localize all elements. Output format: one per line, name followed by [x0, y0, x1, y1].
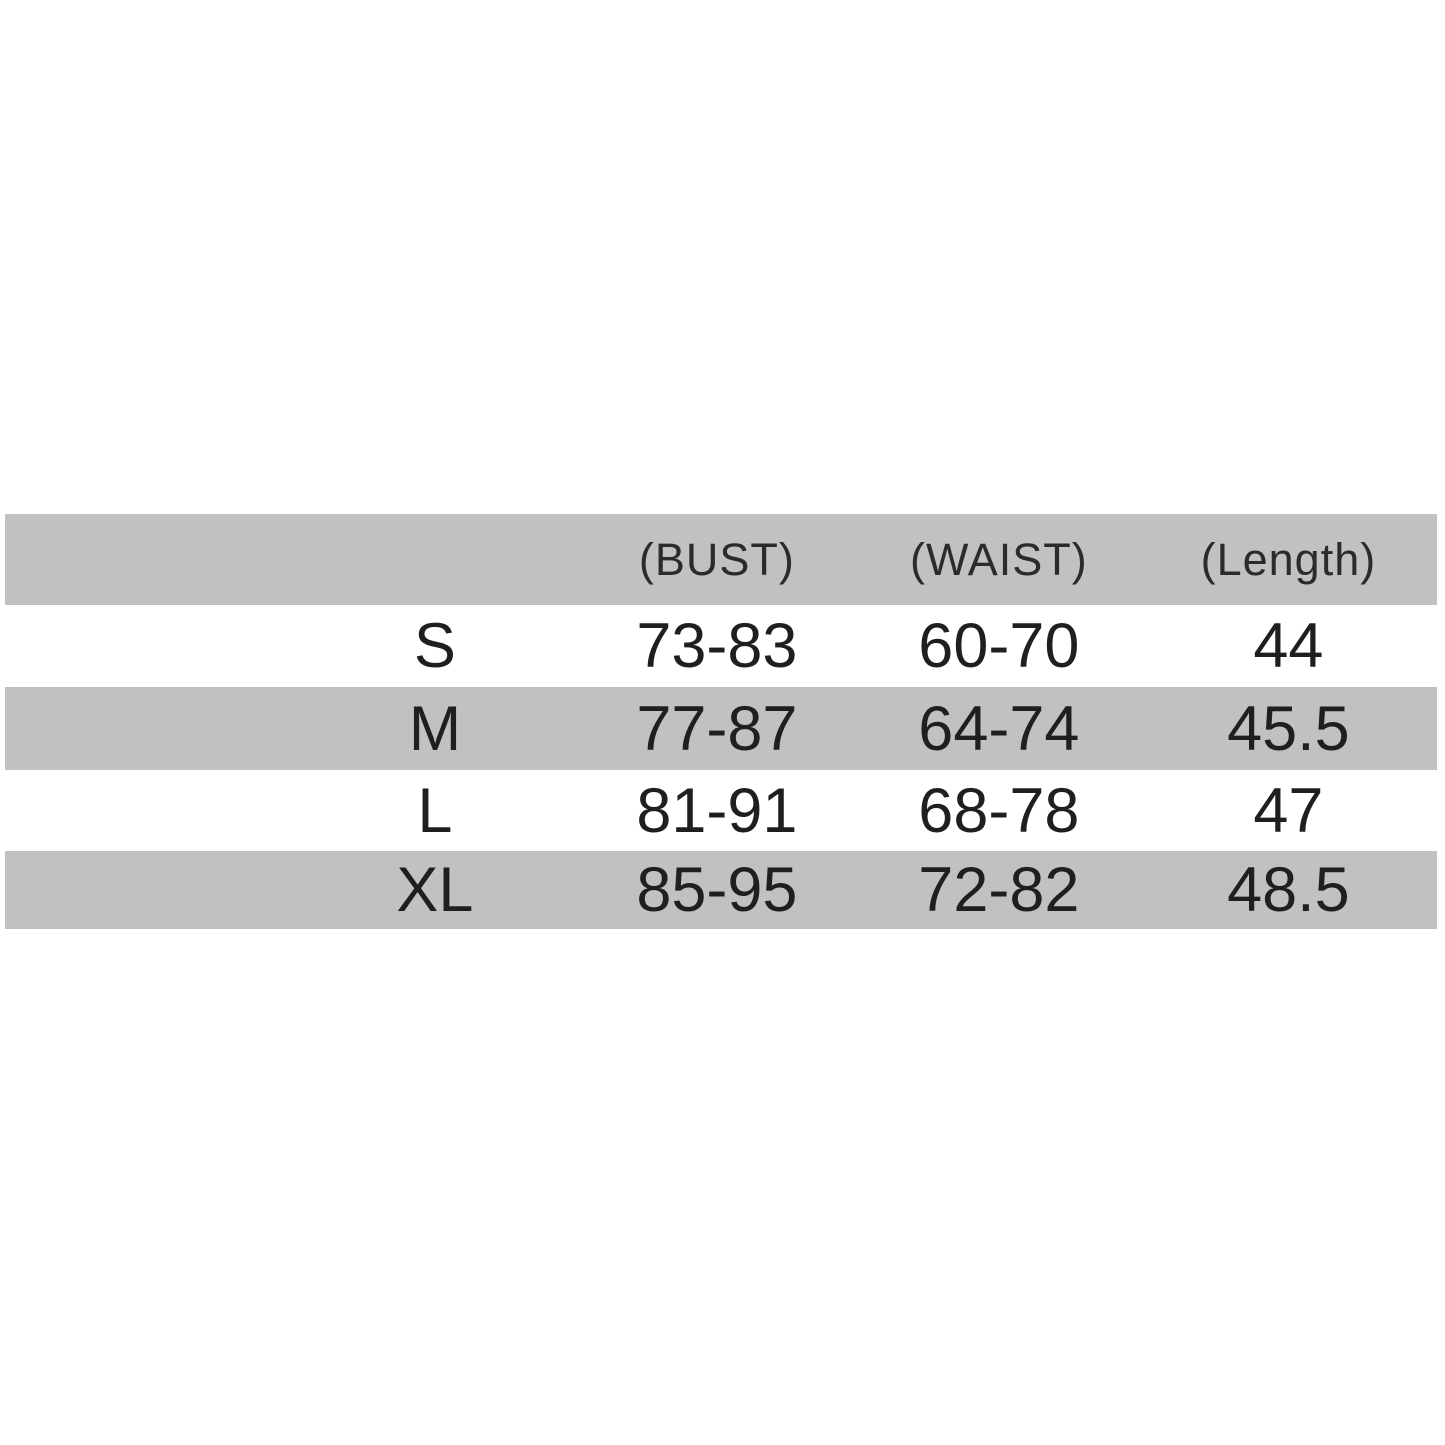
cell-bust: 81-91	[636, 775, 798, 846]
table-row: S 73-83 60-70 44	[5, 605, 1437, 687]
header-cell-bust: (BUST)	[638, 533, 795, 585]
size-label: XL	[396, 855, 474, 925]
cell-length: 47	[1253, 775, 1324, 846]
cell-length: 44	[1253, 611, 1324, 681]
table-row: XL 85-95 72-82 48.5	[5, 851, 1437, 929]
cell-bust: 73-83	[636, 611, 798, 681]
cell-length: 45.5	[1227, 693, 1350, 764]
cell-bust: 85-95	[636, 855, 798, 925]
size-label: M	[408, 693, 462, 764]
header-cell-waist: (WAIST)	[909, 533, 1088, 585]
cell-waist: 60-70	[918, 611, 1080, 681]
size-chart-table: (BUST) (WAIST) (Length) S 73-83 60-70 44…	[5, 514, 1437, 929]
size-label: L	[417, 775, 453, 846]
table-row: M 77-87 64-74 45.5	[5, 687, 1437, 770]
cell-waist: 72-82	[918, 855, 1080, 925]
cell-bust: 77-87	[636, 693, 798, 764]
cell-length: 48.5	[1227, 855, 1350, 925]
cell-waist: 64-74	[918, 693, 1080, 764]
cell-waist: 68-78	[918, 775, 1080, 846]
header-cell-length: (Length)	[1200, 533, 1377, 585]
table-row: L 81-91 68-78 47	[5, 770, 1437, 851]
table-header-row: (BUST) (WAIST) (Length)	[5, 514, 1437, 605]
size-label: S	[413, 611, 456, 681]
